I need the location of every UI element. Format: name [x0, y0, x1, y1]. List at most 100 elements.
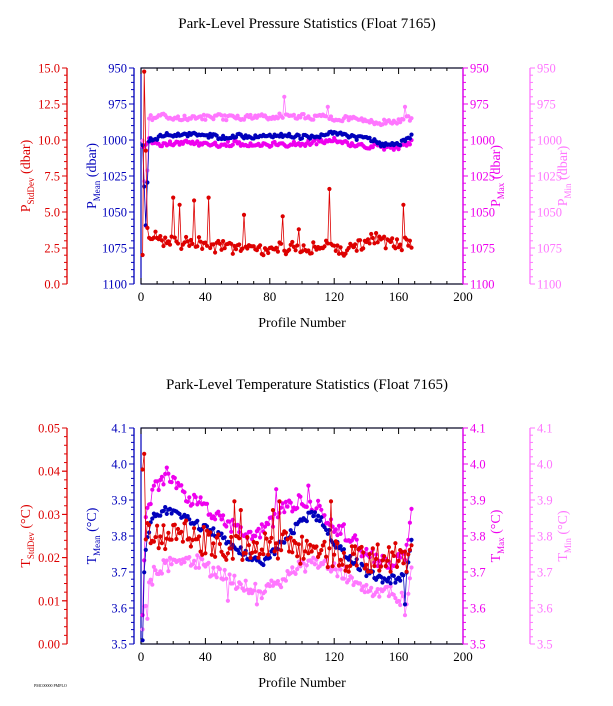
max-point	[172, 475, 177, 481]
min-point	[402, 613, 408, 618]
mean-point	[237, 551, 242, 556]
mean-point	[309, 509, 314, 514]
mean-point	[147, 530, 152, 535]
mean-point	[377, 140, 382, 145]
max-point	[216, 509, 221, 514]
min-point	[282, 94, 287, 99]
stddev-point	[335, 243, 340, 248]
min-point	[222, 567, 227, 573]
max-point	[237, 140, 242, 145]
stddev-point	[345, 564, 350, 569]
stddev-point	[222, 246, 227, 251]
mean-point	[299, 136, 305, 141]
min-point	[283, 578, 288, 583]
stddev-point	[184, 518, 189, 523]
min-point	[311, 117, 316, 122]
stddev-point	[409, 543, 414, 548]
max-point	[161, 482, 166, 487]
min-point	[241, 117, 247, 122]
stddev-point	[375, 240, 380, 245]
stddev-point	[200, 552, 205, 557]
mean-point	[219, 136, 224, 142]
max-point	[140, 613, 145, 618]
mean-point	[364, 573, 369, 579]
min-point	[246, 591, 251, 596]
stddev-point	[237, 242, 242, 247]
min-point	[217, 567, 222, 572]
mean-axis-tick-label: 3.9	[111, 494, 127, 508]
stddev-point	[291, 244, 296, 249]
stddev-point	[338, 557, 343, 563]
mean-point	[304, 519, 309, 524]
stddev-point	[163, 546, 168, 552]
min-point	[248, 587, 253, 592]
min-point	[153, 568, 158, 573]
mean-point	[211, 526, 216, 531]
mean-axis-label: TMean (°C)	[85, 507, 102, 564]
stddev-point	[328, 499, 334, 504]
stddev-point	[272, 549, 277, 554]
min-point	[140, 138, 145, 143]
min-point	[349, 575, 354, 580]
stddev-point	[343, 251, 348, 256]
stddev-point	[153, 229, 158, 234]
mean-axis-tick-label: 4.1	[111, 422, 127, 436]
max-axis-tick-label: 3.6	[470, 602, 486, 616]
stddev-point	[190, 241, 195, 246]
min-point	[254, 602, 259, 607]
stddev-point	[169, 537, 174, 542]
stddev-point	[274, 541, 279, 546]
stddev-point	[172, 235, 177, 240]
stddev-point	[171, 195, 176, 200]
stddev-point	[369, 231, 374, 237]
stddev-point	[322, 244, 327, 249]
stddev-point	[283, 530, 288, 535]
stddev-point	[343, 568, 348, 573]
min-point	[224, 576, 229, 581]
x-tick-label: 0	[138, 289, 145, 304]
stddev-point	[327, 546, 332, 551]
stddev-point	[240, 557, 245, 563]
max-point	[179, 483, 184, 488]
stddev-point	[279, 548, 284, 553]
min-point	[175, 114, 181, 119]
max-point	[259, 522, 264, 527]
min-point	[211, 117, 216, 122]
max-point	[198, 495, 203, 500]
min-point	[385, 584, 390, 589]
max-point	[285, 504, 290, 509]
max-point	[167, 139, 173, 144]
stddev-point	[196, 235, 202, 240]
max-point	[317, 503, 322, 508]
min-point	[275, 116, 280, 121]
stddev-point	[251, 244, 256, 249]
stddev-point	[298, 561, 303, 566]
stddev-point	[230, 556, 235, 561]
stddev-point	[143, 148, 148, 153]
min-axis-tick-label: 1025	[537, 170, 562, 184]
stddev-point	[151, 235, 156, 240]
stddev-point	[163, 235, 168, 240]
mean-series	[140, 129, 414, 228]
stddev-point	[216, 532, 221, 537]
stddev-point	[335, 541, 340, 546]
stddev-point	[187, 243, 192, 248]
max-point	[235, 522, 240, 527]
max-axis-tick-label: 975	[470, 98, 489, 112]
stddev-point	[383, 246, 388, 251]
min-point	[177, 558, 182, 563]
stddev-point	[204, 243, 210, 248]
max-point	[322, 513, 327, 518]
stddev-point	[325, 241, 330, 246]
stddev-point	[375, 542, 380, 547]
stddev-point	[288, 535, 293, 540]
min-point	[259, 596, 264, 601]
stddev-point	[241, 212, 247, 217]
min-point	[295, 567, 300, 572]
mean-point	[296, 133, 301, 138]
stddev-point	[192, 198, 197, 203]
stddev-point	[382, 554, 387, 559]
mean-point	[206, 135, 211, 140]
mean-point	[317, 518, 322, 524]
max-point	[196, 500, 202, 505]
